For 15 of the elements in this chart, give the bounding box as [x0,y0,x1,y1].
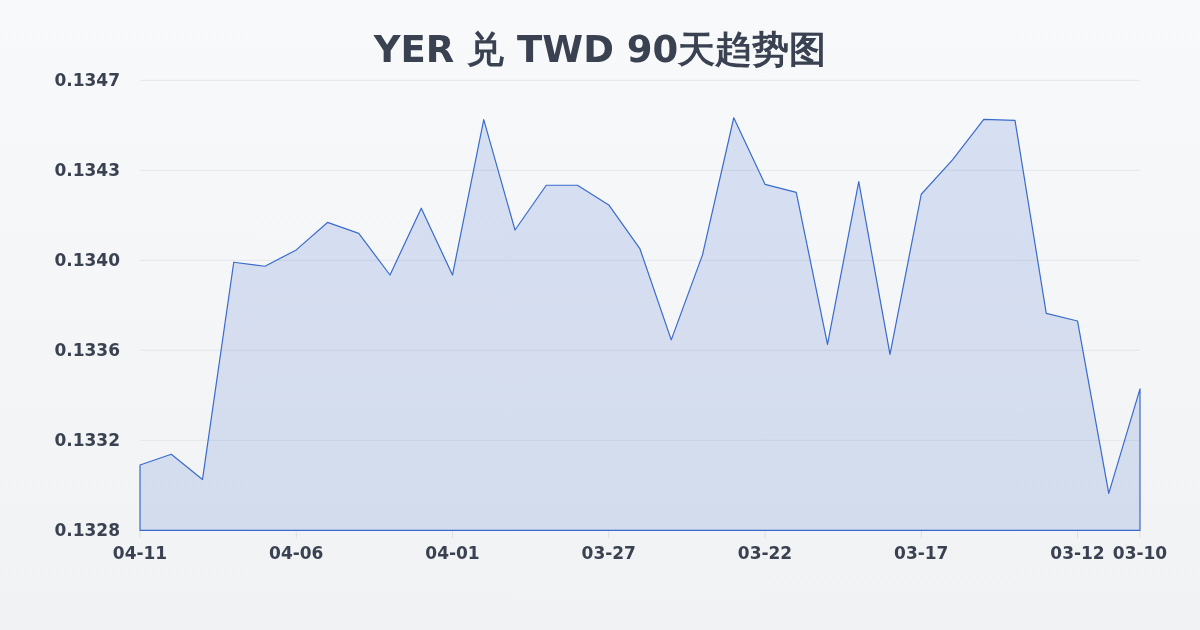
x-tick-label: 04-11 [112,543,168,563]
chart-title: YER 兑 TWD 90天趋势图 [372,28,827,71]
y-tick-label: 0.1347 [54,70,120,91]
y-tick-label: 0.1332 [54,430,120,451]
x-tick-label: 03-10 [1112,543,1168,563]
x-tick-label: 04-01 [425,543,480,563]
y-tick-label: 0.1343 [54,160,120,181]
x-tick-label: 03-12 [1050,543,1105,563]
x-tick-label: 03-22 [737,543,793,563]
y-tick-label: 0.1336 [54,340,120,361]
x-tick-label: 03-27 [581,543,636,563]
x-tick-label: 04-06 [269,543,324,563]
y-tick-label: 0.1340 [54,250,121,271]
y-tick-label: 0.1328 [54,520,120,541]
x-tick-label: 03-17 [894,543,949,563]
